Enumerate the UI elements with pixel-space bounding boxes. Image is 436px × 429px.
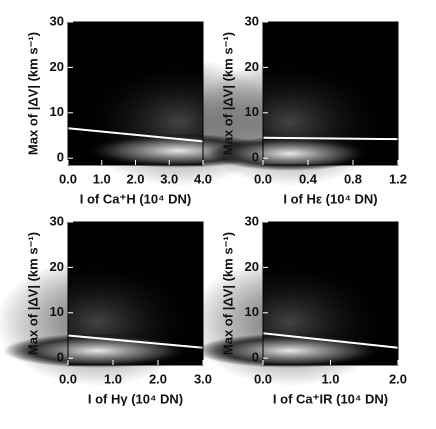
- y-tick-label: 20: [245, 59, 259, 74]
- y-axis-label: Max of |ΔV| (km s⁻¹): [25, 32, 40, 155]
- x-tick-label: 1.2: [389, 171, 407, 186]
- y-tick-label: 20: [50, 259, 64, 274]
- fit-line: [262, 332, 399, 349]
- x-tick-label: 4.0: [194, 171, 212, 186]
- x-tick-label: 3.0: [194, 371, 212, 386]
- y-tick-label: 20: [245, 259, 259, 274]
- y-axis-label: Max of |ΔV| (km s⁻¹): [220, 232, 235, 355]
- plot-frame: [262, 21, 399, 166]
- fit-line: [67, 127, 204, 143]
- x-tick-label: 0.4: [299, 171, 318, 186]
- x-tick-label: 2.0: [149, 371, 167, 386]
- x-tick-label: 0.8: [344, 171, 362, 186]
- x-axis-label: I of Ca⁺H (10⁴ DN): [80, 191, 192, 206]
- x-tick-label: 1.0: [93, 171, 111, 186]
- x-tick-label: 2.0: [389, 371, 407, 386]
- x-tick-label: 2.0: [126, 171, 144, 186]
- fit-line: [262, 136, 399, 141]
- y-tick-label: 10: [50, 304, 64, 319]
- x-axis-label: I of Ca⁺IR (10⁴ DN): [273, 391, 388, 406]
- y-axis-label: Max of |ΔV| (km s⁻¹): [220, 32, 235, 155]
- x-axis-label: I of Hγ (10⁴ DN): [88, 391, 183, 406]
- x-tick-label: 3.0: [160, 171, 178, 186]
- y-tick-label: 10: [50, 104, 64, 119]
- y-tick-label: 0: [252, 350, 259, 365]
- y-tick-label: 0: [57, 150, 64, 165]
- x-axis-label: I of Hε (10⁴ DN): [283, 191, 377, 206]
- y-tick-label: 0: [57, 350, 64, 365]
- y-tick-label: 30: [50, 213, 64, 228]
- y-tick-label: 10: [245, 304, 259, 319]
- x-tick-label: 0.0: [59, 371, 77, 386]
- y-tick-label: 30: [245, 13, 259, 28]
- x-tick-label: 0.0: [59, 171, 77, 186]
- y-axis-label: Max of |ΔV| (km s⁻¹): [25, 232, 40, 355]
- y-tick-label: 10: [245, 104, 259, 119]
- y-tick-label: 20: [50, 59, 64, 74]
- fit-line: [67, 334, 204, 349]
- y-tick-label: 0: [252, 150, 259, 165]
- x-tick-label: 0.0: [254, 371, 272, 386]
- x-tick-label: 1.0: [104, 371, 122, 386]
- density-core: [209, 136, 371, 171]
- x-tick-label: 1.0: [321, 371, 339, 386]
- y-tick-label: 30: [245, 213, 259, 228]
- x-tick-label: 0.0: [254, 171, 272, 186]
- y-tick-label: 30: [50, 13, 64, 28]
